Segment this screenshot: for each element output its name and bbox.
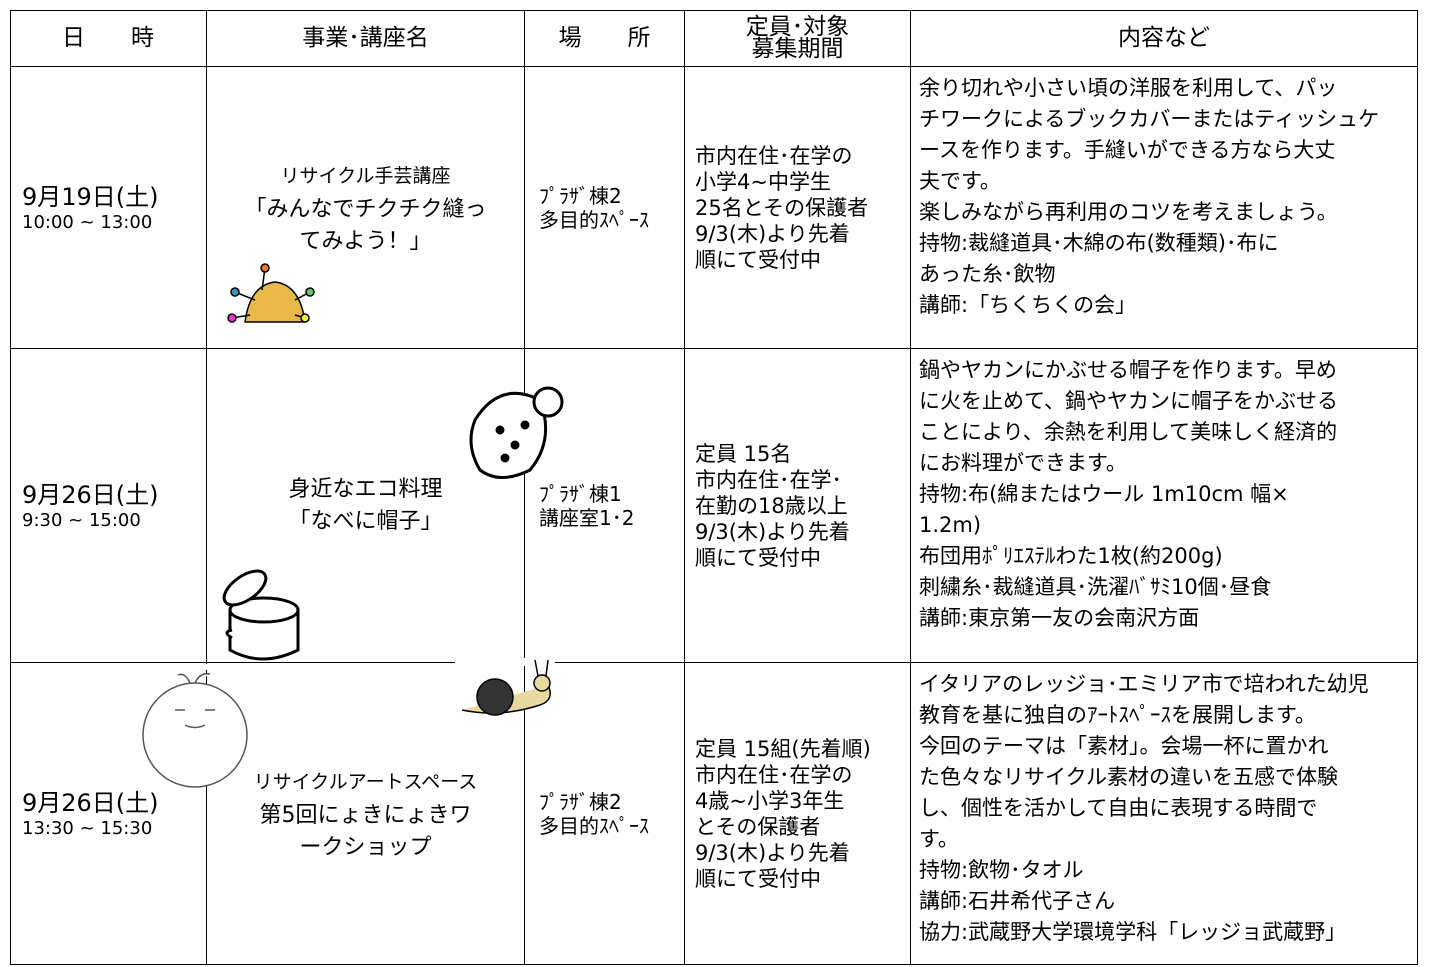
text-line: あった糸･飲物 [919, 262, 1056, 286]
place-cell: ﾌﾟﾗｻﾞ棟1 講座室1･2 [525, 349, 685, 663]
text-line: 定員 15組(先着順) [695, 736, 871, 761]
text-line: す。 [919, 827, 959, 851]
target-cell: 定員 15名 市内在住･在学･ 在勤の18歳以上 9/3(木)より先着 順にて受付中 [685, 349, 911, 663]
text-line: リサイクル手芸講座 [280, 164, 451, 187]
round-face [140, 664, 250, 788]
text-line: 9/3(木)より先着 [695, 840, 850, 865]
text-line: 市内在住･在学の [695, 762, 853, 787]
text-line: 講座室1･2 [539, 505, 635, 530]
text-line: 市内在住･在学の [695, 143, 853, 168]
text-line: 「みんなでチクチク縫っ [244, 196, 487, 222]
text-line: 楽しみながら再利用のコツを考えましょう。 [919, 200, 1338, 224]
text-line: にお料理ができます。 [919, 451, 1127, 475]
text-line: 多目的ｽﾍﾟｰｽ [539, 207, 649, 232]
header-cell: 場 所 [525, 10, 685, 67]
text-line: 布団用ﾎﾟﾘｴｽﾃﾙわた1枚(約200g) [919, 544, 1223, 568]
content-cell: 余り切れや小さい頃の洋服を利用して、パッチワークによるブックカバーまたはティッシ… [911, 67, 1418, 349]
text-line: ークショップ [299, 834, 432, 860]
date-cell: 9月26日(土) 9:30 ~ 15:00 [10, 349, 207, 663]
text-line: 9月26日(土) [22, 480, 159, 509]
date-cell: 9月26日(土) 13:30 ~ 15:30 [10, 663, 207, 965]
text-line: 講師:石井希代子さん [919, 889, 1116, 913]
target-cell: 定員 15組(先着順) 市内在住･在学の 4歳~小学3年生 とその保護者 9/3(木)よ… [685, 663, 911, 965]
text-line: 日 時 [62, 25, 154, 51]
text-line: 9/3(木)より先着 [695, 519, 850, 544]
pot [222, 569, 300, 661]
event-cell: 身近なエコ料理 「なべに帽子」 [207, 349, 525, 663]
text-line: 第5回にょきにょきワ [259, 802, 472, 828]
text-line: し、個性を活かして自由に表現する時間で [919, 796, 1318, 820]
text-line: ﾌﾟﾗｻﾞ棟2 [539, 789, 622, 814]
text-line: 刺繍糸･裁縫道具･洗濯ﾊﾞｻﾐ10個･昼食 [919, 575, 1272, 599]
text-line: 13:30 ~ 15:30 [22, 817, 153, 839]
place-cell: ﾌﾟﾗｻﾞ棟2 多目的ｽﾍﾟｰｽ [525, 663, 685, 965]
text-line: 講師:東京第一友の会南沢方面 [919, 606, 1200, 630]
text-line: 持物:布(綿またはウール 1m10cm 幅× [919, 482, 1289, 506]
text-line: 25名とその保護者 [695, 195, 869, 220]
text-line: 事業･講座名 [302, 25, 429, 51]
text-line: 順にて受付中 [695, 247, 821, 272]
text-line: 場 所 [558, 25, 651, 51]
text-line: 9月19日(土) [22, 182, 159, 211]
header-cell: 事業･講座名 [207, 10, 525, 67]
snail [455, 658, 555, 716]
target-cell: 市内在住･在学の 小学4~中学生 25名とその保護者 9/3(木)より先着 順にて受付中 [685, 67, 911, 349]
text-line: 定員･対象 [745, 14, 850, 40]
text-line: とその保護者 [695, 814, 821, 839]
text-line: てみよう！」 [299, 228, 432, 254]
text-line: ﾌﾟﾗｻﾞ棟2 [539, 183, 622, 208]
text-line: 持物:裁縫道具･木綿の布(数種類)･布に [919, 231, 1279, 255]
text-line: 定員 15名 [695, 441, 792, 466]
text-line: 1.2m) [919, 513, 982, 537]
place-cell: ﾌﾟﾗｻﾞ棟2 多目的ｽﾍﾟｰｽ [525, 67, 685, 349]
pincushion [227, 263, 315, 323]
text-line: イタリアのレッジョ･エミリア市で培われた幼児 [919, 672, 1369, 696]
text-line: 順にて受付中 [695, 545, 821, 570]
text-line: 鍋やヤカンにかぶせる帽子を作ります。早め [919, 358, 1337, 382]
event-cell: リサイクル手芸講座「みんなでチクチク縫っ てみよう！」 [207, 67, 525, 349]
content-cell: イタリアのレッジョ･エミリア市で培われた幼児 教育を基に独自のｱｰﾄｽﾍﾟｰｽを展… [911, 663, 1418, 965]
content-cell: 鍋やヤカンにかぶせる帽子を作ります。早め に火を止めて、鍋やヤカンに帽子をかぶせる… [911, 349, 1418, 663]
header-cell: 日 時 [10, 10, 207, 67]
event-cell: リサイクルアートスペース 第5回にょきにょきワ ークショップ [207, 663, 525, 965]
text-line: ースを作ります。手縫いができる方なら大丈 [919, 138, 1336, 162]
text-line: に火を止めて、鍋やヤカンに帽子をかぶせる [919, 389, 1338, 413]
text-line: リサイクルアートスペース [253, 770, 478, 793]
text-line: 講師:「ちくちくの会」 [919, 293, 1137, 317]
text-line: 教育を基に独自のｱｰﾄｽﾍﾟｰｽを展開します。 [919, 703, 1316, 727]
text-line: チワークによるブックカバーまたはティッシュケ [919, 107, 1380, 131]
text-line: ﾌﾟﾗｻﾞ棟1 [539, 481, 622, 506]
text-line: 9:30 ~ 15:00 [22, 509, 141, 531]
text-line: 「なべに帽子」 [288, 508, 443, 534]
text-line: た色々なリサイクル素材の違いを五感で体験 [919, 765, 1338, 789]
text-line: 協力:武蔵野大学環境学科「レッジョ武蔵野」 [919, 920, 1347, 944]
header-cell: 内容など [911, 10, 1418, 67]
text-line: 順にて受付中 [695, 866, 821, 891]
text-line: 9/3(木)より先着 [695, 221, 850, 246]
text-line: 市内在住･在学･ [695, 467, 842, 492]
text-line: 夫です。 [919, 169, 1001, 193]
text-line: 募集期間 [751, 36, 844, 62]
header-cell: 定員･対象 募集期間 [685, 10, 911, 67]
text-line: 内容など [1118, 25, 1210, 51]
text-line: 今回のテーマは「素材」。会場一杯に置かれ [919, 734, 1329, 758]
text-line: 身近なエコ料理 [288, 476, 443, 502]
text-line: 在勤の18歳以上 [695, 493, 848, 518]
text-line: 10:00 ~ 13:00 [22, 211, 153, 233]
text-line: 4歳~小学3年生 [695, 788, 845, 813]
text-line: 9月26日(土) [22, 788, 159, 817]
text-line: ことにより、余熱を利用して美味しく経済的 [919, 420, 1338, 444]
text-line: 小学4~中学生 [695, 169, 831, 194]
date-cell: 9月19日(土) 10:00 ~ 13:00 [10, 67, 207, 349]
text-line: 余り切れや小さい頃の洋服を利用して、パッ [919, 76, 1338, 100]
tea-cozy-hat [469, 386, 564, 479]
text-line: 持物:飲物･タオル [919, 858, 1084, 882]
text-line: 多目的ｽﾍﾟｰｽ [539, 813, 649, 838]
